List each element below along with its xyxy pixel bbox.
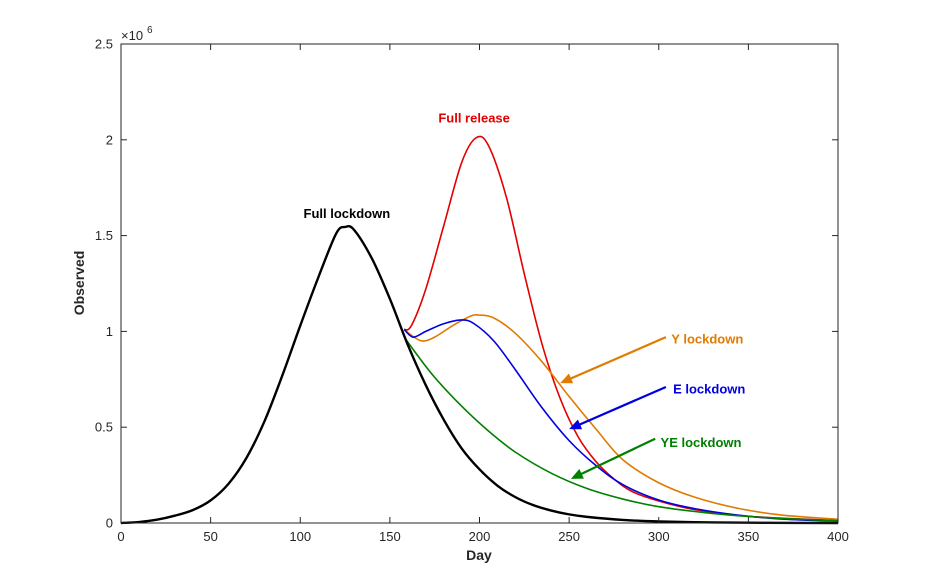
series-line-full-release [403, 135, 839, 522]
annotation-layer: Full lockdown Full release Y lockdown E loc… [304, 110, 746, 450]
x-tick-label: 0 [117, 529, 124, 544]
x-tick-label: 100 [289, 529, 311, 544]
plot-area [121, 44, 838, 523]
y-axis-label: Observed [71, 251, 87, 316]
annotation-full-lockdown: Full lockdown [304, 206, 391, 221]
x-axis-ticks: 0 50 100 150 200 250 300 350 400 [117, 44, 849, 544]
x-tick-label: 50 [203, 529, 217, 544]
y-tick-label: 0.5 [95, 420, 113, 435]
annotation-e-lockdown: E lockdown [673, 381, 745, 396]
arrow-shaft-y-lockdown [568, 336, 667, 381]
x-axis-label: Day [466, 547, 492, 563]
y-exponent-power: 6 [147, 25, 153, 36]
annotation-full-release: Full release [438, 110, 510, 125]
arrow-head-e-lockdown [569, 419, 583, 430]
x-tick-label: 150 [379, 529, 401, 544]
y-exponent-base: ×10 [121, 28, 143, 43]
series-layer [120, 135, 839, 525]
arrow-head-ye-lockdown [570, 469, 584, 479]
annotation-ye-lockdown: YE lockdown [661, 435, 742, 450]
series-line-ye-lockdown [403, 336, 839, 522]
arrow-layer [560, 336, 667, 479]
y-axis-ticks: 0 0.5 1 1.5 2 2.5 [95, 37, 838, 531]
series-line-e-lockdown [403, 319, 839, 522]
series-line-y-lockdown [403, 314, 839, 520]
x-tick-label: 200 [469, 529, 491, 544]
y-tick-label: 1.5 [95, 228, 113, 243]
y-exponent: ×10 6 [121, 25, 153, 43]
x-tick-label: 250 [558, 529, 580, 544]
x-tick-label: 400 [827, 529, 849, 544]
x-tick-label: 300 [648, 529, 670, 544]
y-tick-label: 1 [106, 324, 113, 339]
y-tick-label: 0 [106, 516, 113, 531]
series-line-full-lockdown [120, 224, 839, 525]
arrow-shaft-e-lockdown [577, 385, 667, 427]
y-tick-label: 2 [106, 132, 113, 147]
arrow-head-y-lockdown [560, 373, 574, 384]
y-tick-label: 2.5 [95, 37, 113, 52]
x-tick-label: 350 [738, 529, 760, 544]
annotation-y-lockdown: Y lockdown [671, 332, 743, 347]
arrow-shaft-ye-lockdown [578, 437, 656, 477]
